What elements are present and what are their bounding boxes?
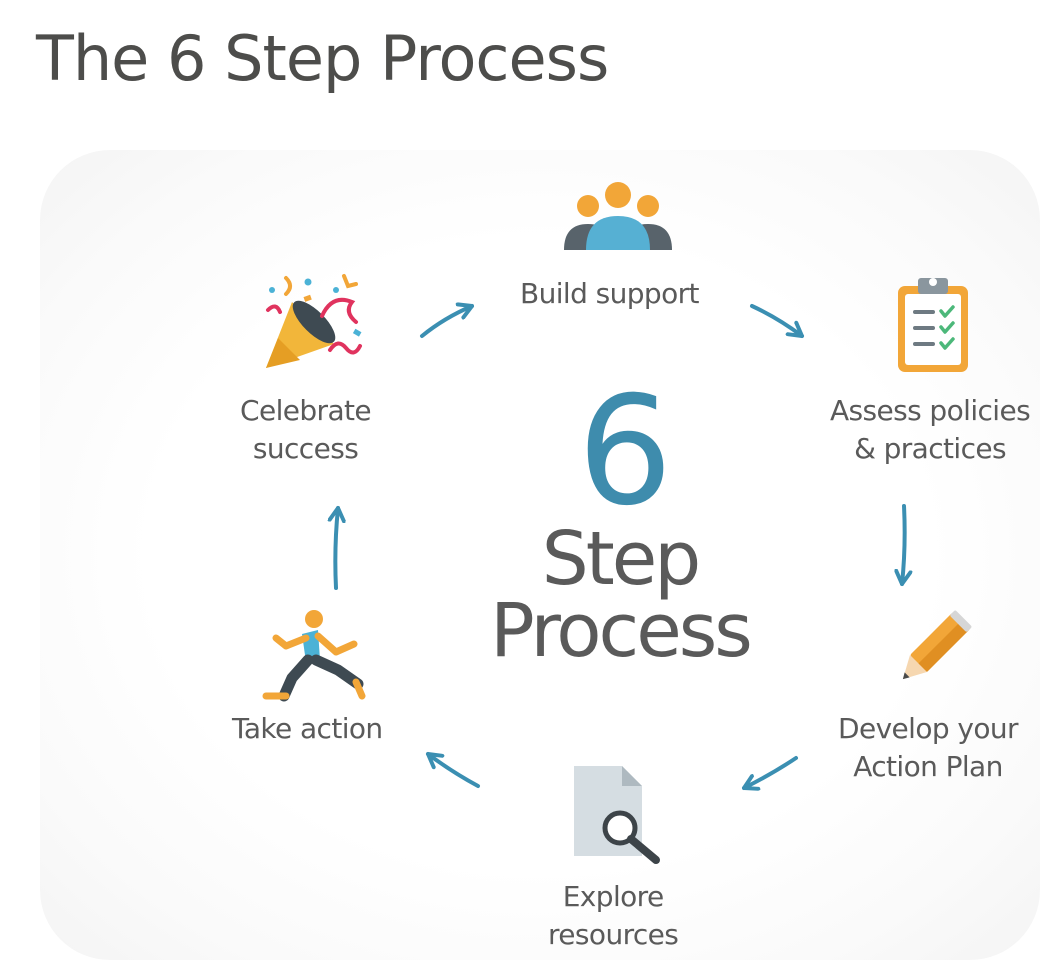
clipboard-checklist-icon (898, 278, 968, 372)
step-build-support: Build support (520, 275, 699, 313)
step-label-line: Action Plan (853, 750, 1003, 783)
step-label-line: Celebrate (240, 394, 372, 427)
step-celebrate-success: Celebrate success (240, 392, 372, 468)
arrow-explore-to-take-action (426, 752, 480, 788)
diagram-background (40, 150, 1040, 960)
arrow-celebrate-to-build (420, 306, 474, 338)
step-take-action: Take action (232, 710, 383, 748)
page-title: The 6 Step Process (36, 22, 609, 95)
party-popper-icon (266, 274, 362, 368)
step-assess-policies: Assess policies & practices (830, 392, 1031, 468)
people-group-icon (564, 182, 672, 250)
center-step-label: Step (541, 516, 702, 602)
document-magnifier-icon (574, 766, 660, 864)
step-label-line: Build support (520, 277, 699, 310)
step-label-line: Explore (562, 880, 664, 913)
step-label-line: & practices (854, 432, 1007, 465)
arrow-build-to-assess (750, 304, 804, 338)
center-process-label: Process (490, 588, 753, 674)
running-person-icon (262, 610, 366, 702)
step-label-line: Take action (232, 712, 383, 745)
step-label-line: Develop your (838, 712, 1019, 745)
arrow-take-action-to-celebrate (335, 506, 338, 590)
arrow-develop-to-explore (742, 756, 798, 788)
arrow-assess-to-develop (902, 504, 905, 586)
step-explore-resources: Explore resources (548, 878, 679, 954)
step-label-line: Assess policies (830, 394, 1031, 427)
step-develop-plan: Develop your Action Plan (838, 710, 1019, 786)
step-label-line: success (252, 432, 359, 465)
center-number: 6 (577, 365, 673, 539)
step-label-line: resources (548, 918, 679, 951)
pencil-icon (902, 610, 972, 680)
